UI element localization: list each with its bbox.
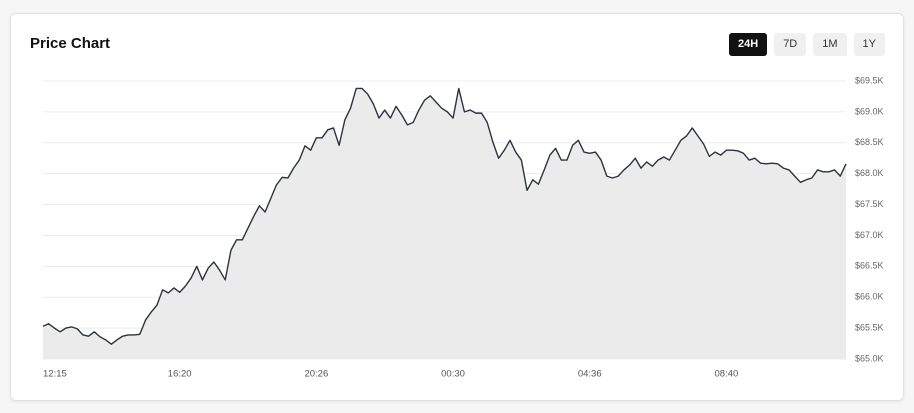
y-tick-label: $69.5K <box>855 75 884 85</box>
range-button[interactable]: 7D <box>774 33 807 56</box>
range-button[interactable]: 1M <box>813 33 847 56</box>
y-tick-label: $65.5K <box>855 322 884 332</box>
y-tick-label: $66.0K <box>855 292 884 302</box>
range-button[interactable]: 24H <box>729 33 768 56</box>
range-selector: 24H 7D 1M 1Y <box>729 33 885 56</box>
x-tick-label: 20:26 <box>304 369 328 380</box>
y-tick-label: $69.0K <box>855 106 884 116</box>
x-tick-label: 08:40 <box>715 369 739 380</box>
price-area <box>43 88 846 359</box>
x-tick-label: 00:30 <box>441 369 465 380</box>
y-tick-label: $67.0K <box>855 230 884 240</box>
y-tick-label: $68.0K <box>855 168 884 178</box>
y-tick-label: $66.5K <box>855 261 884 271</box>
y-tick-label: $68.5K <box>855 137 884 147</box>
price-line <box>42 87 847 345</box>
chart-title: Price Chart <box>30 35 111 52</box>
x-tick-label: 04:36 <box>578 369 602 380</box>
y-tick-label: $65.0K <box>855 353 884 363</box>
range-button[interactable]: 1Y <box>853 33 885 56</box>
x-tick-label: 16:20 <box>168 369 192 380</box>
y-tick-label: $67.5K <box>855 199 884 209</box>
x-tick-label: 12:15 <box>43 369 67 380</box>
